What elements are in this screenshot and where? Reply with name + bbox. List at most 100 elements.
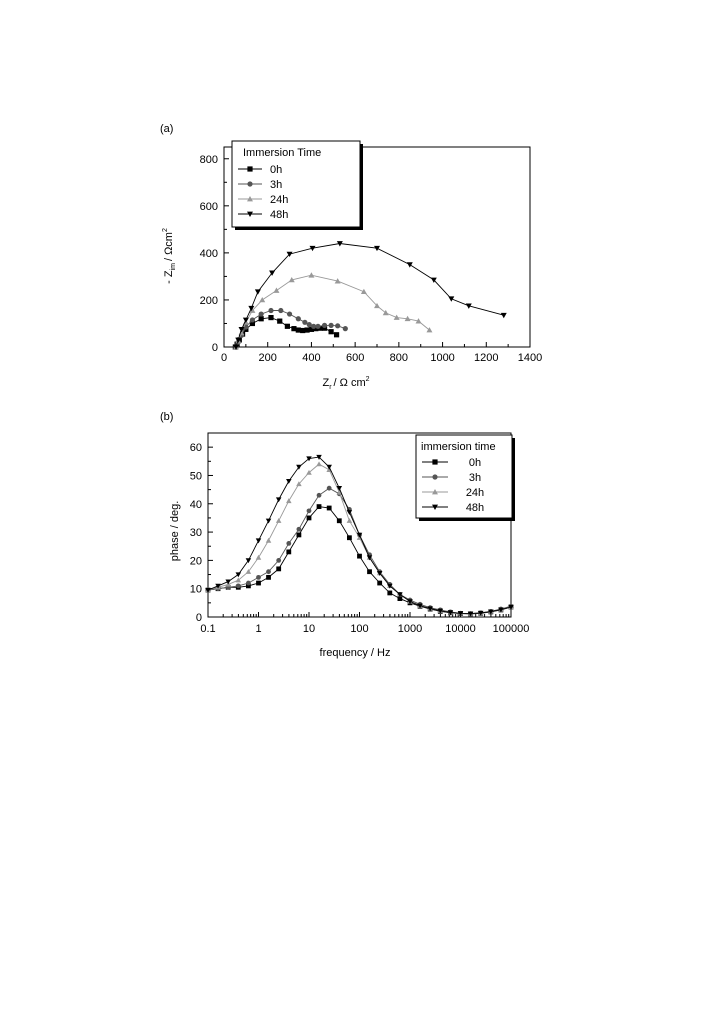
panel-a-series-24h-point: [360, 288, 367, 295]
panel-b-series-48h-point: [488, 609, 494, 615]
panel-b-series-48h-point: [245, 558, 252, 564]
panel-b-x-tick-label: 1: [255, 623, 261, 635]
panel-a-series-48h-point: [430, 277, 437, 283]
panel-b-series-0h-point: [326, 505, 332, 511]
panel-a-y-axis-label: - Zim/ Ωcm2: [162, 228, 177, 284]
panel-b-series-48h-point: [286, 478, 292, 484]
panel-a-series-24h-point: [393, 314, 400, 320]
panel-b-series-0h-point: [246, 583, 251, 589]
panel-a-series-0h-point: [268, 314, 274, 321]
panel-b-series-24h-point: [245, 568, 252, 574]
panel-b-series-0h-point: [357, 553, 362, 559]
panel-b-series-24h-point: [255, 554, 262, 560]
panel-b-y-tick-label: 10: [190, 584, 202, 596]
panel-b-legend-marker-24h: [432, 489, 438, 495]
panel-a-x-tick-label: 1400: [518, 352, 542, 364]
panel-b-legend-label-3h: 3h: [469, 472, 481, 484]
panel-a-series-0h-point: [277, 318, 283, 324]
panel-b-series-48h-point: [306, 456, 312, 462]
panel-a-x-tick-label: 200: [259, 352, 277, 364]
panel-a-series-3h-point: [302, 319, 308, 325]
panel-a-x-tick-label: 1200: [474, 352, 498, 364]
panel-a-x-tick-label: 1000: [430, 352, 454, 364]
panel-a-legend-label-48h: 48h: [270, 209, 288, 221]
panel-b-series-48h-point: [296, 464, 302, 470]
panel-b-series-48h-point: [407, 599, 413, 605]
panel-b-x-tick-label: 100: [350, 623, 368, 635]
panel-b-series-0h-point: [397, 596, 403, 601]
panel-b-series-48h-point: [366, 555, 373, 561]
panel-b-series-48h-point: [356, 532, 363, 538]
panel-a-series-48h-point: [448, 296, 455, 302]
panel-b-series-3h-point: [296, 526, 302, 532]
panel-b-series-3h-point: [266, 569, 271, 575]
panel-a-series-48h-point: [238, 327, 245, 333]
panel-b-plot: 0.1 1 10 100 1000 10000 100000 0 10 20 30 40 50 60: [190, 432, 530, 635]
panel-a-legend-title: Immersion Time: [243, 147, 321, 159]
panel-b-series-0h-point: [296, 532, 302, 538]
panel-b-series-3h-point: [246, 580, 251, 586]
panel-a-y-tick-label: 200: [200, 295, 218, 307]
panel-a-series-3h-point: [311, 323, 317, 329]
panel-a-series-0h-point: [313, 326, 319, 332]
panel-a-series-48h-line: [235, 243, 504, 348]
panel-b-series-0h-point: [387, 590, 393, 596]
panel-a-legend-marker-0h: [247, 166, 253, 172]
panel-b-legend-marker-3h: [432, 474, 438, 480]
panel-b-series-0h-point: [347, 535, 352, 541]
panel-a-series-48h-point: [500, 312, 507, 319]
panel-a-series-24h-point: [382, 309, 389, 316]
panel-a-y-tick-label: 400: [200, 248, 218, 260]
panel-b-series-48h-point: [205, 587, 211, 593]
panel-a-series-0h-point: [321, 325, 328, 331]
panel-b-series-3h-point: [316, 492, 322, 498]
panel-a-series-3h-point: [286, 311, 293, 317]
panel-b-series-0h-point: [306, 515, 312, 521]
panel-a-series-24h-point: [308, 272, 315, 278]
panel-a-x-tick-label: 400: [302, 352, 320, 364]
panel-a-series-24h-point: [288, 276, 295, 283]
panel-a-series-24h-point: [273, 287, 280, 293]
panel-b-legend-marker-48h: [432, 504, 438, 510]
panel-a-legend-marker-24h: [247, 196, 253, 202]
panel-a-y-tick-label: 600: [200, 201, 218, 213]
panel-b-series-3h-point: [235, 583, 241, 589]
panel-a-series-24h-point: [249, 307, 256, 313]
panel-b-series-48h-point: [467, 611, 474, 617]
panel-b-series-0h-point: [367, 569, 372, 575]
panel-b-series-48h-point: [265, 518, 272, 524]
panel-b-x-axis-label: frequency / Hz: [320, 647, 391, 659]
panel-b-legend-marker-0h: [432, 459, 438, 465]
panel-a-series-24h-point: [426, 327, 433, 333]
panel-b-x-tick-label: 10000: [445, 623, 476, 635]
panel-a-series-48h-point: [309, 245, 316, 252]
panel-b-y-axis-label: phase / deg.: [169, 501, 181, 562]
panel-b-series-24h-point: [346, 517, 353, 523]
panel-b-series-48h-point: [275, 497, 282, 503]
panel-b-label: (b): [160, 411, 173, 423]
panel-b-series-48h-point: [498, 607, 504, 613]
panel-a-series-3h-point: [335, 323, 341, 329]
panel-b-series-48h-point: [477, 610, 484, 616]
panel-a-legend-marker-3h: [247, 181, 253, 187]
panel-b-legend: immersion time 0h 3h 24h 48h: [415, 434, 515, 521]
panel-b-series-0h-point: [276, 566, 282, 572]
panel-a-series-3h-point: [315, 323, 321, 329]
panel-b-y-tick-label: 40: [190, 499, 202, 511]
panel-a-x-axis-label: Zr / Ω cm2: [322, 376, 369, 391]
panel-b-series-48h-point: [326, 464, 332, 470]
panel-a-series-48h-point: [406, 262, 413, 268]
panel-b-series-0h-point: [266, 574, 271, 580]
panel-a-series-48h-point: [233, 344, 240, 350]
panel-b: (b) 0.1 1 10 100 1000 10000 100000 0 10 20 30 40 50 6…: [160, 411, 529, 659]
panel-b-series-24h-point: [286, 498, 292, 504]
panel-a-series-3h-point: [249, 317, 256, 323]
panel-a-series-24h-point: [374, 302, 380, 309]
panel-a-series-3h-point: [268, 307, 274, 314]
panel-a-series-48h-point: [336, 241, 343, 247]
panel-b-legend-title: immersion time: [421, 441, 496, 453]
panel-b-series-48h-point: [427, 606, 433, 612]
panel-b-x-tick-label: 100000: [493, 623, 530, 635]
panel-b-y-tick-label: 30: [190, 527, 202, 539]
panel-b-series-48h-point: [457, 611, 464, 617]
